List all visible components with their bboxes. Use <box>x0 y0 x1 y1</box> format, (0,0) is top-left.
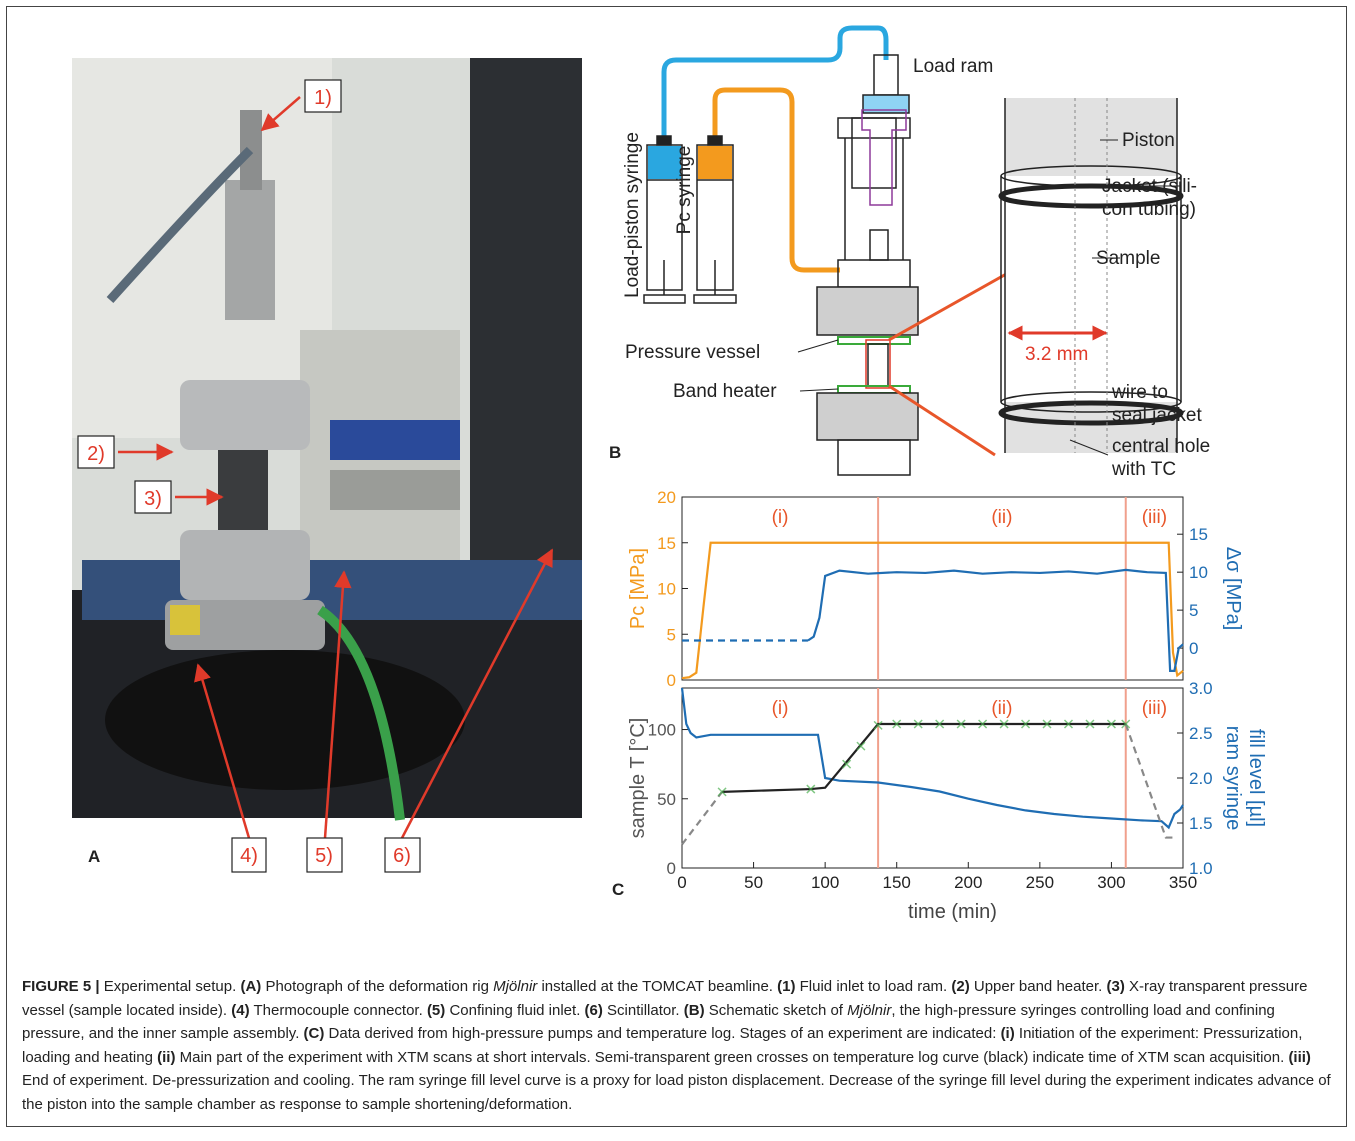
figure: 1) 2) 3) 4) 5) 6) A <box>0 0 1355 970</box>
stage-label: (i) <box>772 507 789 528</box>
y2-tick-label: 1.5 <box>1189 814 1213 833</box>
photo-label: 5) <box>315 845 333 867</box>
y2-tick-label: 15 <box>1189 525 1208 544</box>
schematic-label: con tubing) <box>1102 199 1196 220</box>
photo-label: 2) <box>87 443 105 465</box>
caption-run: Photograph of the deformation rig <box>261 978 493 995</box>
photo <box>72 58 582 820</box>
y-tick-label: 20 <box>657 488 676 507</box>
schematic-label: Piston <box>1122 130 1175 151</box>
x-tick-label: 350 <box>1169 873 1197 892</box>
stage-label: (i) <box>772 698 789 719</box>
caption-run: Mjölnir <box>847 1002 891 1019</box>
caption-run: (5) <box>427 1002 445 1019</box>
y2-tick-label: 0 <box>1189 639 1198 658</box>
caption-run: End of experiment. De-pressurization and… <box>22 1072 1331 1113</box>
plot-frame <box>682 497 1183 680</box>
y-tick-label: 50 <box>657 790 676 809</box>
x-axis-label: time (min) <box>908 901 997 923</box>
caption-run: (B) <box>684 1002 705 1019</box>
y2-tick-label: 2.0 <box>1189 769 1213 788</box>
x-tick-label: 150 <box>883 873 911 892</box>
y-tick-label: 10 <box>657 580 676 599</box>
caption-run: (iii) <box>1288 1049 1311 1066</box>
photo-label: 6) <box>393 845 411 867</box>
stage-label: (iii) <box>1142 698 1167 719</box>
schematic-label: Jacket (sili- <box>1102 176 1197 197</box>
schematic-label: Pc syringe <box>674 146 695 235</box>
y-axis-label: sample T [°C] <box>627 718 649 839</box>
schematic-label: 3.2 mm <box>1025 344 1088 365</box>
y2-axis-label: ram syringe <box>1222 726 1244 830</box>
caption-run: (A) <box>240 978 261 995</box>
y-tick-label: 0 <box>667 859 676 878</box>
caption-run: Confining fluid inlet. <box>445 1002 584 1019</box>
caption-run: (4) <box>231 1002 249 1019</box>
caption-run: (6) <box>585 1002 603 1019</box>
plot-frame <box>682 688 1183 868</box>
schematic-label: Load ram <box>913 56 993 77</box>
page: 1) 2) 3) 4) 5) 6) A <box>0 0 1355 1141</box>
caption-run: installed at the TOMCAT beamline. <box>537 978 777 995</box>
caption-run: Mjölnir <box>493 978 537 995</box>
schematic-label: central hole <box>1112 436 1210 457</box>
caption-run: (1) <box>777 978 795 995</box>
schematic-label: with TC <box>1111 459 1176 480</box>
x-tick-label: 0 <box>677 873 686 892</box>
caption-run: Scintillator. <box>603 1002 684 1019</box>
caption-run: (2) <box>951 978 969 995</box>
caption-run: FIGURE 5 | <box>22 978 100 995</box>
panel-label: C <box>612 880 624 899</box>
caption: FIGURE 5 | Experimental setup. (A) Photo… <box>22 975 1340 1116</box>
caption-run: Fluid inlet to load ram. <box>795 978 951 995</box>
y2-tick-label: 5 <box>1189 601 1198 620</box>
schematic-label: Load-piston syringe <box>622 132 643 298</box>
y-tick-label: 0 <box>667 671 676 690</box>
caption-run: Upper band heater. <box>970 978 1107 995</box>
schematic-label: Sample <box>1096 248 1160 269</box>
photo-label: 4) <box>240 845 258 867</box>
x-tick-label: 200 <box>954 873 982 892</box>
caption-run: Main part of the experiment with XTM sca… <box>175 1049 1288 1066</box>
caption-run: (i) <box>1001 1025 1015 1042</box>
stage-label: (iii) <box>1142 507 1167 528</box>
photo-label: 1) <box>314 87 332 109</box>
x-tick-label: 300 <box>1097 873 1125 892</box>
y2-axis-label: Δσ [MPa] <box>1222 547 1244 631</box>
x-tick-label: 100 <box>811 873 839 892</box>
y2-tick-label: 10 <box>1189 563 1208 582</box>
y-axis-label: Pc [MPa] <box>627 548 649 629</box>
schematic-label: seal jacket <box>1112 405 1202 426</box>
y-tick-label: 5 <box>667 625 676 644</box>
photo-label: 3) <box>144 488 162 510</box>
caption-run: (3) <box>1106 978 1124 995</box>
y-tick-label: 100 <box>648 721 676 740</box>
stage-label: (ii) <box>991 698 1012 719</box>
stage-label: (ii) <box>991 507 1012 528</box>
caption-run: (ii) <box>157 1049 175 1066</box>
y2-tick-label: 3.0 <box>1189 679 1213 698</box>
y2-tick-label: 2.5 <box>1189 724 1213 743</box>
schematic-label: Pressure vessel <box>625 342 760 363</box>
panel-label: B <box>609 443 621 462</box>
caption-run: Data derived from high-pressure pumps an… <box>324 1025 1000 1042</box>
y2-axis-label: fill level [µl] <box>1245 729 1267 827</box>
caption-run: (C) <box>304 1025 325 1042</box>
caption-run: Thermocouple connector. <box>250 1002 427 1019</box>
schematic-label: wire to <box>1111 382 1168 403</box>
caption-run: Schematic sketch of <box>705 1002 848 1019</box>
x-tick-label: 250 <box>1026 873 1054 892</box>
x-tick-label: 50 <box>744 873 763 892</box>
schematic-label: Band heater <box>673 381 777 402</box>
caption-run: Experimental setup. <box>100 978 241 995</box>
y-tick-label: 15 <box>657 534 676 553</box>
panel-label: A <box>88 847 100 866</box>
